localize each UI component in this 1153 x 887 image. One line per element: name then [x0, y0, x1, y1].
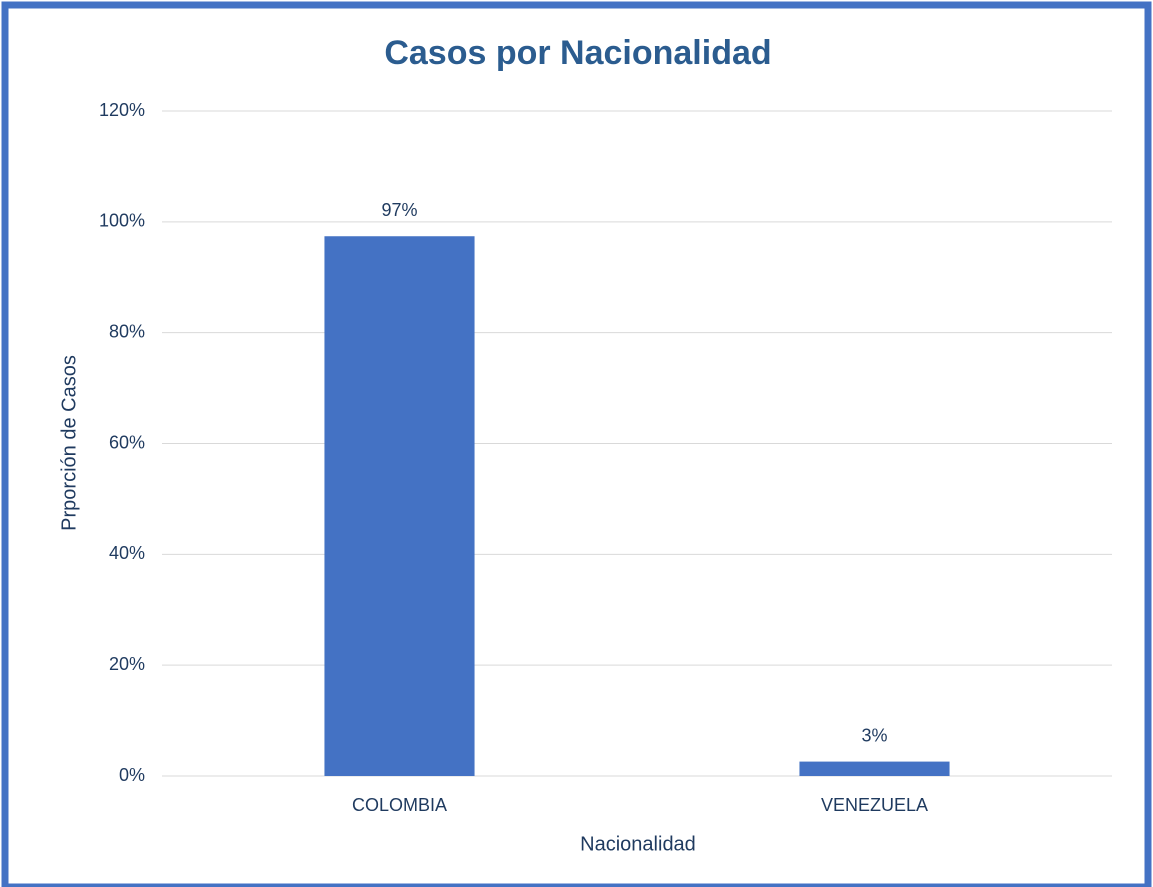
data-label: 3%	[861, 725, 887, 745]
x-tick-label: COLOMBIA	[352, 795, 447, 815]
y-axis-title: Prporción de Casos	[58, 355, 80, 531]
y-tick-label: 120%	[99, 100, 145, 120]
y-tick-label: 80%	[109, 321, 145, 341]
y-tick-label: 20%	[109, 654, 145, 674]
bar	[799, 761, 950, 776]
y-tick-label: 100%	[99, 211, 145, 231]
x-tick-label: VENEZUELA	[821, 795, 928, 815]
y-tick-label: 40%	[109, 543, 145, 563]
data-label: 97%	[381, 200, 417, 220]
chart-title: Casos por Nacionalidad	[384, 34, 771, 72]
x-axis-title: Nacionalidad	[580, 833, 696, 855]
bar	[324, 236, 475, 776]
y-tick-label: 0%	[119, 765, 145, 785]
y-tick-label: 60%	[109, 432, 145, 452]
